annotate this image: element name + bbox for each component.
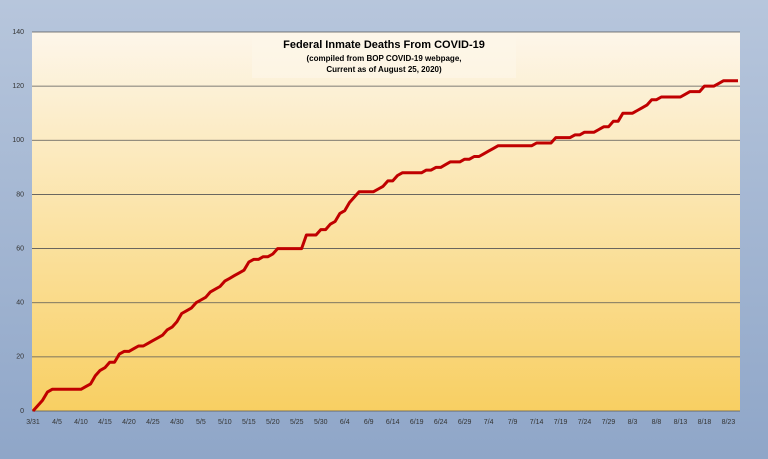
data-line: [31, 79, 738, 412]
y-tick-label: 20: [16, 354, 24, 361]
x-tick-label: 7/4: [484, 419, 494, 426]
y-tick-label: 100: [12, 137, 24, 144]
x-tick-label: 8/8: [652, 419, 662, 426]
x-tick-label: 8/23: [722, 419, 736, 426]
x-tick-label: 8/13: [674, 419, 688, 426]
x-tick-label: 5/25: [290, 419, 304, 426]
x-tick-label: 8/3: [628, 419, 638, 426]
title-box: [252, 36, 516, 78]
x-tick-label: 5/5: [196, 419, 206, 426]
x-tick-label: 6/9: [364, 419, 374, 426]
x-tick-label: 8/18: [698, 419, 712, 426]
x-tick-label: 7/29: [602, 419, 616, 426]
x-tick-label: 4/20: [122, 419, 136, 426]
y-tick-label: 40: [16, 300, 24, 307]
x-tick-label: 5/20: [266, 419, 280, 426]
chart-subtitle: (compiled from BOP COVID-19 webpage,: [307, 54, 462, 63]
plot-area: [32, 32, 740, 411]
x-tick-label: 4/5: [52, 419, 62, 426]
y-tick-label: 140: [12, 29, 24, 36]
y-tick-label: 120: [12, 83, 24, 90]
x-tick-label: 7/9: [508, 419, 518, 426]
y-tick-label: 60: [16, 245, 24, 252]
x-tick-label: 6/29: [458, 419, 472, 426]
x-tick-label: 7/24: [578, 419, 592, 426]
x-tick-label: 4/30: [170, 419, 184, 426]
x-tick-label: 6/24: [434, 419, 448, 426]
chart-title: Federal Inmate Deaths From COVID-19: [283, 39, 485, 51]
x-tick-label: 7/14: [530, 419, 544, 426]
y-tick-label: 0: [20, 408, 24, 415]
x-tick-label: 6/4: [340, 419, 350, 426]
x-tick-label: 4/25: [146, 419, 160, 426]
x-tick-label: 5/10: [218, 419, 232, 426]
x-tick-label: 7/19: [554, 419, 568, 426]
x-tick-label: 5/15: [242, 419, 256, 426]
x-tick-label: 4/15: [98, 419, 112, 426]
x-tick-label: 6/14: [386, 419, 400, 426]
y-tick-label: 80: [16, 191, 24, 198]
chart-subtitle: Current as of August 25, 2020): [326, 65, 442, 74]
x-tick-label: 3/31: [26, 419, 40, 426]
x-tick-label: 4/10: [74, 419, 88, 426]
x-tick-label: 5/30: [314, 419, 328, 426]
x-tick-label: 6/19: [410, 419, 424, 426]
